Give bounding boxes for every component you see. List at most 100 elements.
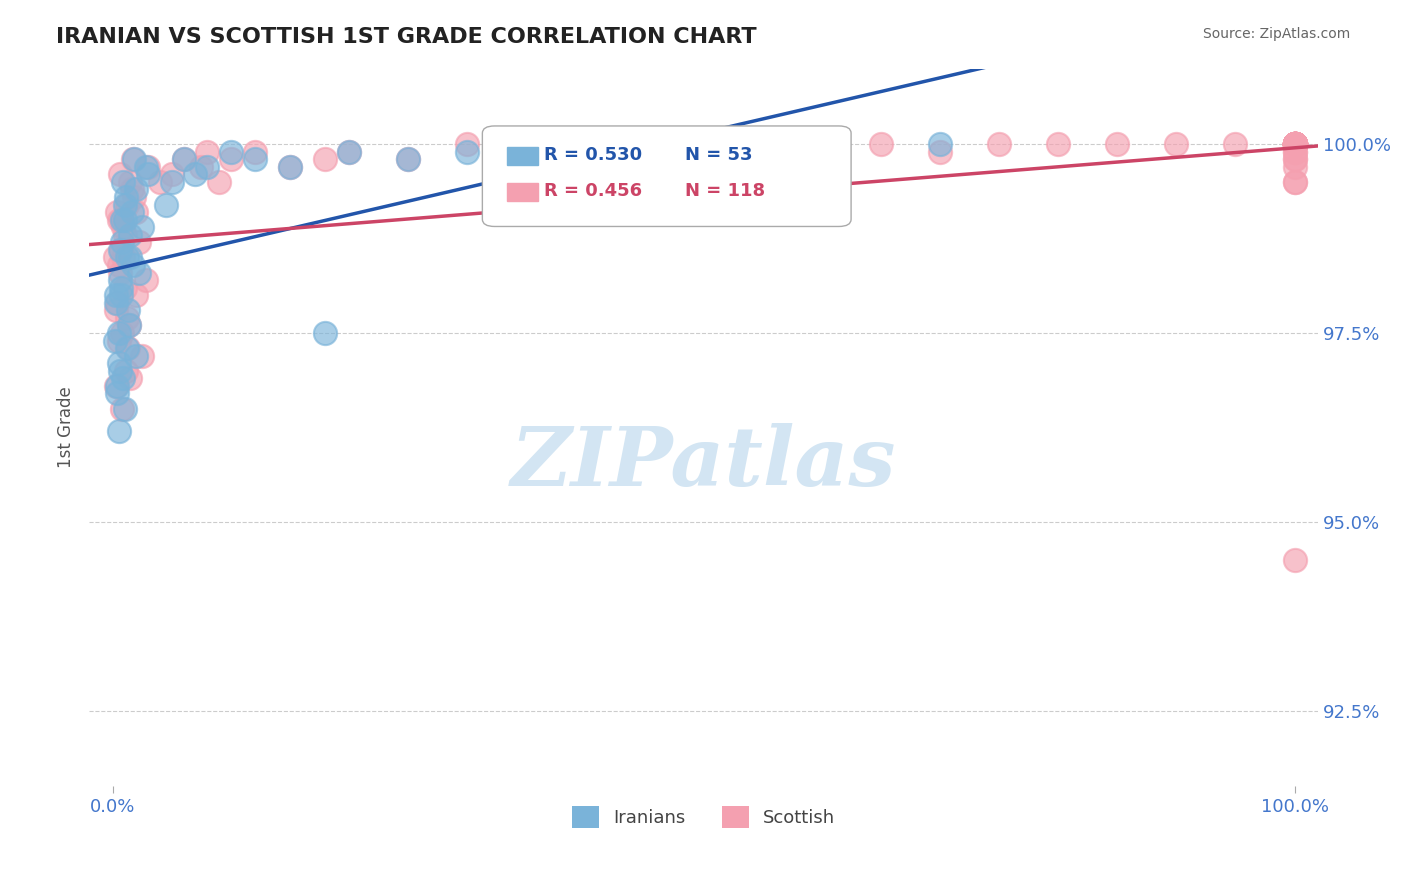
Iranians [114,190,136,204]
Scottish [118,318,141,333]
Scottish [1284,145,1306,159]
Iranians [184,167,207,181]
Scottish [1284,137,1306,152]
Scottish [1284,137,1306,152]
Scottish [692,137,714,152]
Iranians [456,145,478,159]
Iranians [243,152,266,166]
Scottish [1284,137,1306,152]
Scottish [1284,137,1306,152]
Scottish [1284,137,1306,152]
Scottish [1284,137,1306,152]
Scottish [1284,137,1306,152]
Scottish [195,145,218,159]
Scottish [1284,137,1306,152]
Text: Source: ZipAtlas.com: Source: ZipAtlas.com [1202,27,1350,41]
Scottish [1284,137,1306,152]
Iranians [114,401,136,416]
Scottish [115,310,138,325]
Scottish [1284,152,1306,166]
Scottish [314,152,336,166]
Iranians [131,220,153,235]
Iranians [115,251,138,265]
Iranians [115,341,138,355]
Scottish [120,371,142,385]
Scottish [160,167,183,181]
Scottish [456,137,478,152]
Scottish [121,152,143,166]
Scottish [988,137,1011,152]
Scottish [219,152,242,166]
Scottish [125,288,148,302]
Iranians [107,326,129,340]
Scottish [1225,137,1247,152]
Bar [508,147,537,165]
Text: ZIPatlas: ZIPatlas [510,424,897,503]
Scottish [135,273,157,287]
Iranians [160,175,183,189]
Scottish [121,182,143,196]
Bar [508,184,537,202]
Iranians [173,152,195,166]
Scottish [104,251,127,265]
Iranians [929,137,952,152]
Scottish [114,364,136,378]
Iranians [118,318,141,333]
Iranians [105,288,128,302]
Scottish [1284,137,1306,152]
Scottish [870,137,893,152]
Scottish [574,152,596,166]
Iranians [125,182,148,196]
Iranians [574,152,596,166]
Scottish [1284,152,1306,166]
Scottish [108,167,131,181]
Scottish [396,152,419,166]
Scottish [122,190,145,204]
Scottish [107,212,129,227]
Iranians [810,137,832,152]
Scottish [173,152,195,166]
Iranians [136,167,159,181]
Scottish [208,175,231,189]
Scottish [108,266,131,280]
Scottish [1284,175,1306,189]
Scottish [1284,137,1306,152]
Iranians [337,145,360,159]
Iranians [692,145,714,159]
Iranians [107,386,129,401]
Scottish [107,258,129,272]
Iranians [108,273,131,287]
Iranians [125,349,148,363]
Iranians [105,295,128,310]
Scottish [1284,137,1306,152]
Iranians [122,152,145,166]
Iranians [111,235,134,250]
Scottish [1284,145,1306,159]
Scottish [1284,137,1306,152]
Scottish [107,205,129,219]
Legend: Iranians, Scottish: Iranians, Scottish [565,798,842,835]
Scottish [515,145,537,159]
Scottish [1284,137,1306,152]
Iranians [195,160,218,174]
Scottish [1284,137,1306,152]
Scottish [1047,137,1070,152]
Scottish [1284,137,1306,152]
Text: R = 0.456: R = 0.456 [544,182,643,200]
Iranians [314,326,336,340]
Scottish [136,160,159,174]
Iranians [120,227,142,242]
Scottish [1284,137,1306,152]
Iranians [117,303,139,318]
Scottish [1284,137,1306,152]
Scottish [1284,137,1306,152]
Scottish [1284,137,1306,152]
Text: R = 0.530: R = 0.530 [544,145,643,163]
Iranians [121,258,143,272]
Iranians [111,212,134,227]
Scottish [1284,137,1306,152]
Iranians [110,288,132,302]
Scottish [1284,137,1306,152]
Iranians [396,152,419,166]
Scottish [120,175,142,189]
